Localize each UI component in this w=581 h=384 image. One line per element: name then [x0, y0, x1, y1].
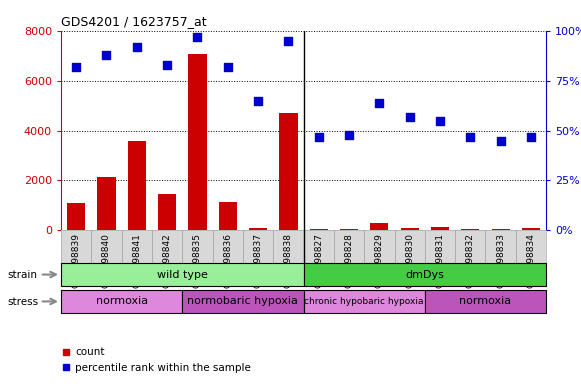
- Text: GSM398830: GSM398830: [405, 233, 414, 288]
- Bar: [425, 230, 455, 286]
- Text: GSM398837: GSM398837: [253, 233, 263, 288]
- Text: normoxia: normoxia: [96, 296, 148, 306]
- Point: [193, 34, 202, 40]
- Bar: [364, 230, 394, 286]
- Bar: [303, 230, 334, 286]
- Bar: [279, 113, 297, 230]
- Bar: [67, 203, 85, 230]
- Text: normobaric hypoxia: normobaric hypoxia: [188, 296, 299, 306]
- Text: GSM398836: GSM398836: [223, 233, 232, 288]
- Bar: [370, 223, 389, 230]
- Bar: [121, 230, 152, 286]
- Text: GSM398831: GSM398831: [436, 233, 444, 288]
- Bar: [152, 230, 182, 286]
- Point: [253, 98, 263, 104]
- Bar: [401, 228, 419, 230]
- Point: [132, 44, 141, 50]
- Bar: [182, 230, 213, 286]
- Bar: [492, 229, 510, 230]
- Bar: [218, 202, 237, 230]
- Point: [345, 131, 354, 137]
- Bar: [273, 230, 303, 286]
- Text: strain: strain: [7, 270, 37, 280]
- Point: [163, 61, 172, 68]
- Text: dmDys: dmDys: [406, 270, 444, 280]
- Bar: [182, 290, 303, 313]
- Point: [71, 64, 81, 70]
- Text: GSM398828: GSM398828: [345, 233, 354, 288]
- Bar: [486, 230, 516, 286]
- Point: [466, 134, 475, 140]
- Bar: [425, 290, 546, 313]
- Bar: [91, 230, 121, 286]
- Point: [102, 51, 111, 58]
- Text: GSM398841: GSM398841: [132, 233, 141, 288]
- Bar: [61, 230, 91, 286]
- Point: [314, 134, 324, 140]
- Bar: [461, 229, 479, 230]
- Point: [435, 118, 444, 124]
- Bar: [61, 263, 303, 286]
- Bar: [303, 263, 546, 286]
- Text: GSM398835: GSM398835: [193, 233, 202, 288]
- Bar: [394, 230, 425, 286]
- Text: GSM398838: GSM398838: [284, 233, 293, 288]
- Bar: [91, 230, 121, 286]
- Text: GSM398834: GSM398834: [526, 233, 536, 288]
- Bar: [310, 229, 328, 230]
- Bar: [334, 230, 364, 286]
- Bar: [425, 230, 455, 286]
- Bar: [213, 230, 243, 286]
- Point: [496, 137, 505, 144]
- Bar: [128, 141, 146, 230]
- Bar: [522, 228, 540, 230]
- Legend: count, percentile rank within the sample: count, percentile rank within the sample: [58, 343, 255, 377]
- Point: [526, 134, 536, 140]
- Bar: [188, 55, 207, 230]
- Bar: [486, 230, 516, 286]
- Text: GSM398832: GSM398832: [466, 233, 475, 288]
- Bar: [516, 230, 546, 286]
- Bar: [303, 230, 334, 286]
- Bar: [516, 230, 546, 286]
- Text: stress: stress: [7, 297, 38, 307]
- Bar: [61, 290, 182, 313]
- Bar: [213, 230, 243, 286]
- Bar: [61, 230, 91, 286]
- Bar: [121, 230, 152, 286]
- Text: GSM398827: GSM398827: [314, 233, 323, 288]
- Bar: [364, 230, 394, 286]
- Bar: [182, 230, 213, 286]
- Bar: [334, 230, 364, 286]
- Point: [284, 38, 293, 44]
- Bar: [394, 230, 425, 286]
- Text: GSM398840: GSM398840: [102, 233, 111, 288]
- Bar: [431, 227, 449, 230]
- Bar: [455, 230, 486, 286]
- Text: GSM398839: GSM398839: [71, 233, 81, 288]
- Bar: [455, 230, 486, 286]
- Bar: [249, 228, 267, 230]
- Bar: [152, 230, 182, 286]
- Point: [405, 114, 414, 120]
- Text: GSM398842: GSM398842: [163, 233, 171, 288]
- Point: [375, 99, 384, 106]
- Bar: [158, 194, 176, 230]
- Text: wild type: wild type: [157, 270, 208, 280]
- Bar: [98, 177, 116, 230]
- Bar: [303, 290, 425, 313]
- Point: [223, 64, 232, 70]
- Text: chronic hypobaric hypoxia: chronic hypobaric hypoxia: [304, 297, 424, 306]
- Text: GSM398829: GSM398829: [375, 233, 384, 288]
- Bar: [273, 230, 303, 286]
- Bar: [243, 230, 273, 286]
- Text: normoxia: normoxia: [460, 296, 511, 306]
- Text: GDS4201 / 1623757_at: GDS4201 / 1623757_at: [61, 15, 207, 28]
- Text: GSM398833: GSM398833: [496, 233, 505, 288]
- Bar: [340, 229, 358, 230]
- Bar: [243, 230, 273, 286]
